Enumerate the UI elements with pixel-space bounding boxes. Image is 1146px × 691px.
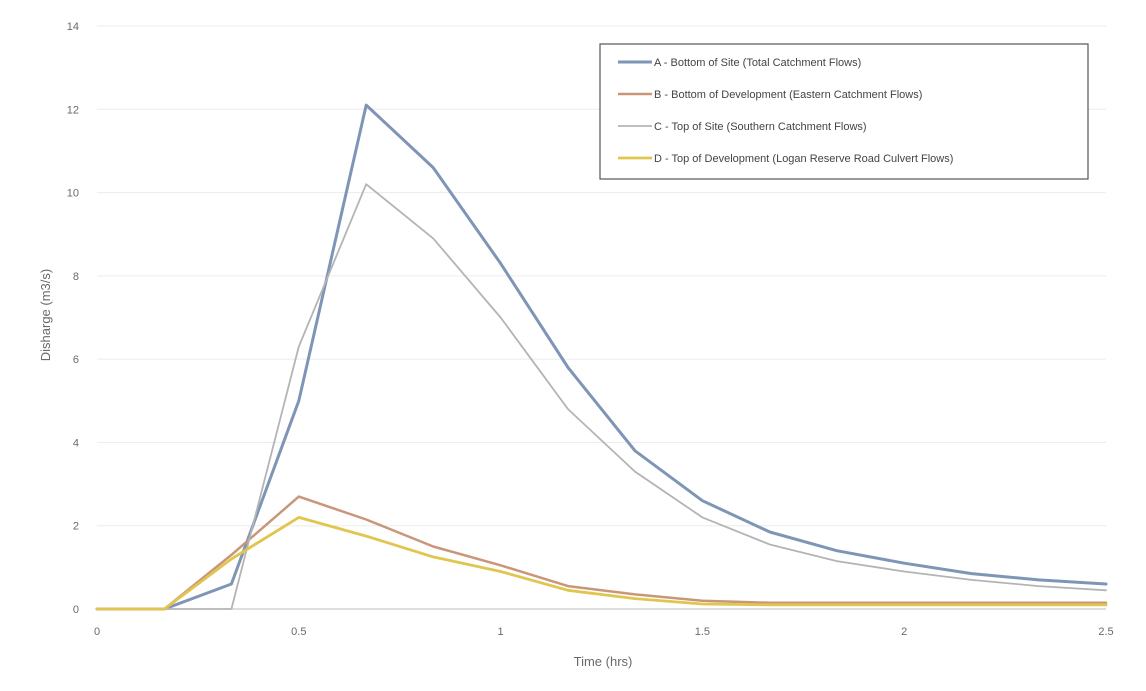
x-tick-label: 0	[94, 626, 100, 638]
legend-box	[599, 43, 1089, 180]
legend-label: D - Top of Development (Logan Reserve Ro…	[654, 153, 953, 165]
x-tick-labels: 0 0.5 1 1.5 2 2.5	[94, 626, 1114, 638]
series-line-c	[96, 183, 1107, 610]
legend-label: B - Bottom of Development (Eastern Catch…	[654, 89, 922, 101]
y-tick-label: 6	[73, 354, 79, 366]
x-tick-label: 1	[498, 626, 504, 638]
x-tick-label: 2.5	[1098, 626, 1113, 638]
x-axis-title: Time (hrs)	[574, 654, 633, 669]
series-lines	[95, 103, 1108, 611]
x-tick-label: 2	[901, 626, 907, 638]
legend-label: C - Top of Site (Southern Catchment Flow…	[654, 121, 867, 133]
y-tick-label: 0	[73, 604, 79, 616]
series-line-b	[95, 495, 1108, 611]
legend: A - Bottom of Site (Total Catchment Flow…	[599, 43, 1089, 180]
series-line-d	[95, 516, 1108, 611]
y-tick-label: 8	[73, 271, 79, 283]
y-tick-label: 12	[67, 104, 79, 116]
series-line-a	[95, 103, 1108, 611]
y-tick-label: 10	[67, 188, 79, 200]
x-tick-label: 1.5	[695, 626, 710, 638]
x-tick-label: 0.5	[291, 626, 306, 638]
y-axis-title: Disharge (m3/s)	[38, 269, 53, 361]
y-tick-label: 2	[73, 521, 79, 533]
legend-items: A - Bottom of Site (Total Catchment Flow…	[618, 57, 953, 165]
legend-label: A - Bottom of Site (Total Catchment Flow…	[654, 57, 861, 69]
y-tick-label: 14	[67, 21, 79, 33]
y-tick-label: 4	[73, 437, 79, 449]
y-tick-labels: 0 2 4 6 8 10 12 14	[67, 21, 79, 616]
